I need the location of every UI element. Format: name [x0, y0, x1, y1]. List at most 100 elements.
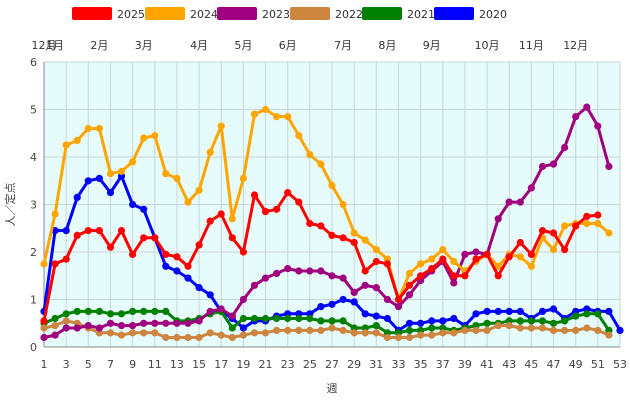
data-point-2023 [372, 284, 380, 292]
data-point-2022 [206, 329, 214, 337]
data-point-2022 [328, 324, 336, 332]
data-point-2024 [117, 167, 126, 175]
month-label: 4月 [190, 39, 208, 52]
data-point-2024 [549, 246, 558, 254]
data-point-2021 [339, 317, 347, 325]
x-tick-label: 33 [391, 358, 405, 371]
month-label: 8月 [378, 39, 396, 52]
y-tick-label: 0 [30, 341, 37, 354]
data-point-2021 [84, 307, 92, 315]
data-point-2020 [605, 307, 613, 315]
data-point-2022 [140, 329, 148, 337]
data-point-2020 [405, 319, 414, 327]
data-point-2020 [184, 274, 192, 282]
data-point-2025 [505, 253, 513, 261]
data-point-2020 [162, 262, 170, 270]
data-point-2023 [450, 279, 458, 287]
data-point-2022 [572, 326, 580, 334]
data-point-2021 [372, 322, 380, 330]
data-point-2022 [306, 326, 314, 334]
data-point-2022 [538, 324, 547, 332]
data-point-2022 [173, 333, 181, 342]
data-point-2021 [538, 317, 547, 325]
month-label: 9月 [423, 39, 441, 52]
data-point-2021 [516, 317, 524, 325]
data-point-2022 [450, 329, 458, 337]
data-point-2023 [151, 319, 159, 327]
data-point-2021 [73, 307, 81, 315]
data-point-2023 [405, 291, 414, 299]
data-point-2024 [605, 229, 613, 237]
data-point-2020 [516, 307, 524, 315]
data-point-2020 [239, 324, 247, 332]
data-point-2021 [317, 317, 325, 325]
data-point-2022 [40, 324, 48, 332]
data-point-2025 [73, 231, 81, 239]
data-point-2023 [561, 143, 569, 152]
data-point-2023 [228, 312, 236, 320]
legend: 2025 2024 2023 2022 2021 2020 [72, 7, 507, 21]
data-point-2021 [295, 314, 303, 323]
data-point-2025 [217, 210, 225, 218]
data-point-2023 [184, 319, 192, 327]
month-label: 5月 [234, 39, 252, 52]
month-label: 10月 [475, 39, 500, 52]
data-point-2021 [284, 314, 292, 323]
x-tick-label: 47 [547, 358, 561, 371]
x-tick-label: 5 [85, 358, 92, 371]
legend-swatch [145, 7, 185, 20]
data-point-2020 [140, 205, 148, 213]
data-point-2020 [317, 303, 325, 311]
data-point-2023 [261, 274, 270, 282]
data-point-2025 [206, 217, 214, 225]
data-point-2025 [106, 243, 115, 251]
data-point-2025 [184, 262, 192, 270]
data-point-2025 [361, 267, 369, 275]
data-point-2023 [173, 319, 181, 327]
legend-item-2025: 2025 [72, 7, 145, 21]
data-point-2021 [428, 324, 436, 332]
data-point-2025 [173, 253, 181, 261]
series-2025 [40, 189, 602, 325]
data-point-2025 [239, 248, 247, 256]
data-point-2024 [173, 174, 181, 182]
data-point-2022 [549, 326, 558, 334]
month-label: 7月 [334, 39, 352, 52]
data-point-2020 [616, 326, 624, 334]
x-tick-label: 23 [281, 358, 295, 371]
data-point-2020 [439, 317, 447, 325]
data-point-2021 [106, 310, 115, 318]
data-point-2022 [505, 322, 513, 330]
legend-item-2021: 2021 [362, 7, 435, 21]
data-point-2021 [527, 317, 536, 325]
data-point-2021 [328, 317, 336, 325]
data-point-2020 [350, 298, 358, 306]
data-point-2023 [40, 333, 48, 342]
data-point-2020 [483, 307, 491, 315]
data-point-2024 [361, 236, 369, 244]
data-point-2020 [372, 312, 380, 320]
data-point-2023 [538, 162, 547, 171]
legend-swatch [434, 7, 474, 20]
y-tick-label: 5 [30, 104, 37, 117]
x-axis-title: 週 [327, 382, 338, 395]
data-point-2021 [62, 310, 70, 318]
data-point-2023 [273, 269, 281, 277]
data-point-2025 [284, 189, 292, 197]
data-point-2023 [461, 250, 469, 258]
data-point-2023 [51, 331, 59, 339]
data-point-2020 [206, 291, 214, 299]
data-point-2024 [217, 122, 225, 130]
legend-item-2022: 2022 [290, 7, 363, 21]
x-tick-label: 19 [236, 358, 250, 371]
legend-label: 2024 [190, 8, 218, 21]
data-point-2022 [317, 326, 325, 334]
x-tick-label: 21 [259, 358, 273, 371]
month-label: 3月 [135, 39, 153, 52]
x-tick-label: 39 [458, 358, 472, 371]
month-label: 1月 [46, 39, 64, 52]
month-label: 6月 [279, 39, 297, 52]
data-point-2022 [494, 322, 502, 330]
data-point-2020 [106, 189, 115, 197]
